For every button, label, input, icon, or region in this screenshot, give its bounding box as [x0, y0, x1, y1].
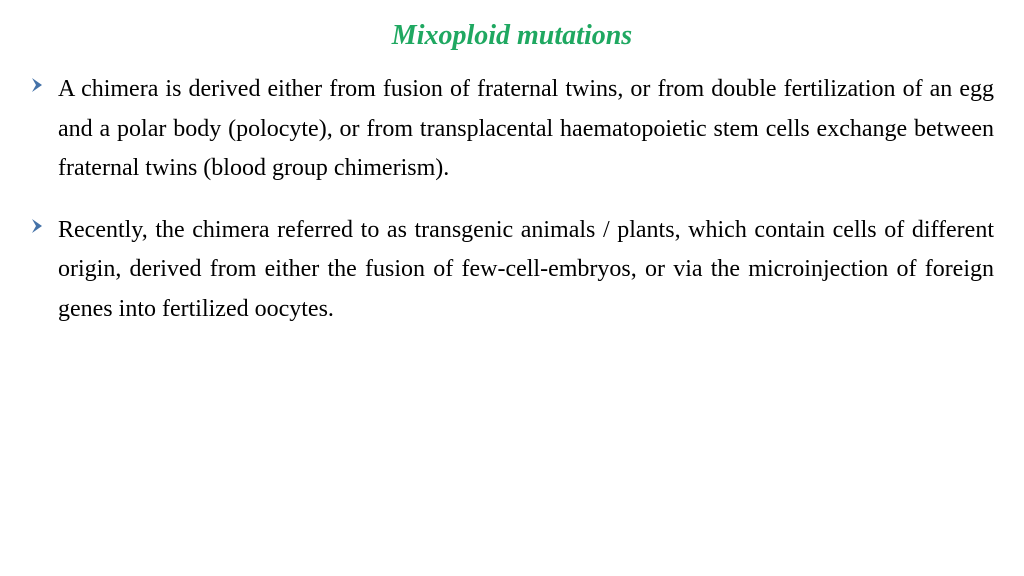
page-title: Mixoploid mutations [30, 20, 994, 52]
bullet-text: Recently, the chimera referred to as tra… [58, 217, 994, 322]
list-item: Recently, the chimera referred to as tra… [30, 211, 994, 330]
chevron-right-icon [30, 76, 48, 94]
chevron-right-icon [30, 217, 48, 235]
bullet-text: A chimera is derived either from fusion … [58, 76, 994, 181]
bullet-list: A chimera is derived either from fusion … [30, 70, 994, 330]
list-item: A chimera is derived either from fusion … [30, 70, 994, 189]
